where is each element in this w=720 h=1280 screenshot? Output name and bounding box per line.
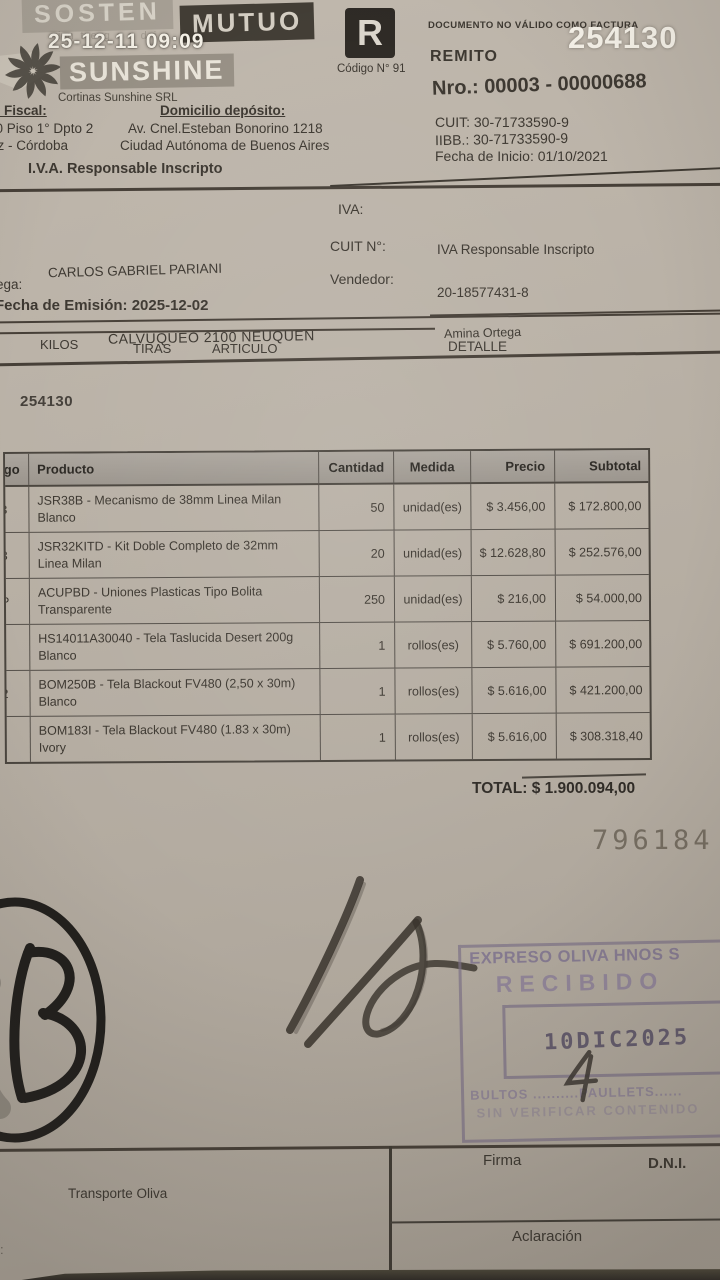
doc-code: Código N° 91 xyxy=(337,63,406,75)
products-table: igo Producto Cantidad Medida Precio Subt… xyxy=(3,448,652,764)
band-kilos-label: KILOS xyxy=(40,337,79,352)
doc-number: Nro.: 00003 - 00000688 xyxy=(431,70,647,100)
total-amount: TOTAL: $ 1.900.094,00 xyxy=(472,780,636,797)
order-number: 254130 xyxy=(20,393,74,410)
footer-vertical-divider xyxy=(389,1146,392,1280)
table-row: 2 BOM250B - Tela Blackout FV480 (2,50 x … xyxy=(6,667,650,717)
cuit-field-label: CUIT N°: xyxy=(330,238,386,254)
sun-logo-icon xyxy=(5,43,61,99)
camera-timestamp: 25-12-11 09:09 xyxy=(48,30,205,53)
doc-type-letter-box: R xyxy=(345,8,395,58)
photo-overlay-number: 254130 xyxy=(568,20,678,55)
band-tiras-label: TIRAS xyxy=(133,341,172,356)
doc-name: REMITO xyxy=(430,48,498,65)
not-valid-notice: DOCUMENTO NO VÁLIDO COMO FACTURA xyxy=(428,20,639,31)
header-producto: Producto xyxy=(29,452,320,485)
fecha-inicio-line: Fecha de Inicio: 01/10/2021 xyxy=(435,148,608,164)
cuit-line: CUIT: 30-71733590-9 xyxy=(435,114,569,130)
fiscal-address-label: n Fiscal: xyxy=(0,103,47,118)
fiscal-address-line2: az - Córdoba xyxy=(0,138,69,153)
band-top-line xyxy=(0,312,720,324)
handwritten-circled-b xyxy=(0,897,106,1143)
stamp-subtext: integradia xyxy=(58,30,177,42)
firma-label: Firma xyxy=(483,1152,522,1169)
fiscal-address-line1: 30 Piso 1° Dpto 2 xyxy=(0,121,94,136)
dni-label: D.N.I. xyxy=(648,1155,687,1172)
deposit-address-label: Domicilio depósito: xyxy=(160,103,286,118)
header-subtotal: Subtotal xyxy=(589,458,642,474)
table-row: 3 JSR32KITD - Kit Doble Completo de 32mm… xyxy=(5,529,649,579)
vendedor-field-value: 20-18577431-8 xyxy=(437,285,529,300)
iva-status: I.V.A. Responsable Inscripto xyxy=(28,161,223,177)
table-row: P ACUPBD - Uniones Plasticas Tipo Bolita… xyxy=(5,575,650,625)
total-divider-line xyxy=(521,773,647,779)
table-header-row: igo Producto Cantidad Medida Precio Subt… xyxy=(5,450,649,487)
iibb-line: IIBB.: 30-71733590-9 xyxy=(434,129,569,149)
company-subtitle: Cortinas Sunshine SRL xyxy=(58,92,178,104)
fecha-emision: Fecha de Emisión: 2025-12-02 xyxy=(0,297,209,314)
table-row: HS14011A30040 - Tela Taslucida Desert 20… xyxy=(6,621,650,671)
transporte-label: Transporte Oliva xyxy=(68,1186,168,1201)
vendedor-field-label: Vendedor: xyxy=(330,271,394,287)
paper-bottom-edge-shadow xyxy=(0,1269,720,1280)
stamp-recibido-line: RECIBIDO xyxy=(495,967,665,998)
handwritten-quantity-4 xyxy=(563,1049,598,1103)
band-detalle-label: DETALLE xyxy=(448,339,508,354)
recibido-stamp: EXPRESO OLIVA HNOS S RECIBIDO 10DIC2025 … xyxy=(457,939,720,1143)
deposit-address-line1: Av. Cnel.Esteban Bonorino 1218 xyxy=(128,121,323,136)
table-row: BOM183I - Tela Blackout FV480 (1.83 x 30… xyxy=(6,713,650,762)
cuit-field-value: IVA Responsable Inscripto xyxy=(437,242,595,257)
header-cantidad: Cantidad xyxy=(319,451,395,484)
header-codigo: igo xyxy=(5,453,30,485)
edge-colon-fragment: : xyxy=(0,1242,4,1257)
handwritten-scrawl xyxy=(286,876,478,1048)
stamp-date-box: 10DIC2025 xyxy=(502,1000,720,1080)
iva-field-label: IVA: xyxy=(338,201,364,217)
band-articulo-label: ARTICULO xyxy=(212,341,278,356)
table-row: 3 JSR38B - Mecanismo de 38mm Linea Milan… xyxy=(5,483,649,533)
entrega-field-label: ega: xyxy=(0,277,23,292)
header-precio: Precio xyxy=(471,450,556,483)
aclaracion-label: Aclaración xyxy=(512,1228,583,1245)
stamp-company-line: EXPRESO OLIVA HNOS S xyxy=(469,945,681,968)
band-bottom-line xyxy=(0,350,720,366)
sosten-stamp: SOSTEN xyxy=(21,0,174,33)
counter-number: 796184 xyxy=(592,825,714,856)
footer-mid-divider xyxy=(389,1218,720,1224)
deposit-address-line2: Ciudad Autónoma de Buenos Aires xyxy=(120,138,330,153)
entrega-field-value: CARLOS GABRIEL PARIANI xyxy=(47,260,223,281)
header-medida: Medida xyxy=(394,451,472,483)
company-logo-text: SUNSHINE xyxy=(59,53,234,90)
